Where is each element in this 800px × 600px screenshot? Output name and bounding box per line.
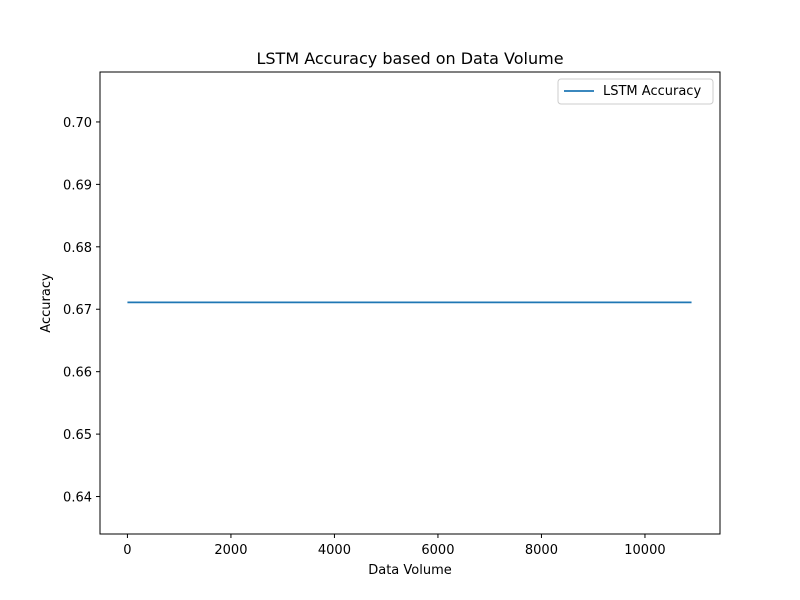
x-tick-label: 8000: [525, 543, 558, 558]
y-axis-ticks: 0.64 0.65 0.66 0.67 0.68 0.69 0.70: [63, 116, 100, 506]
y-tick-label: 0.65: [63, 428, 92, 443]
legend-label: LSTM Accuracy: [603, 84, 701, 99]
y-tick-label: 0.68: [63, 241, 92, 256]
y-tick-label: 0.70: [63, 116, 92, 131]
y-axis-label: Accuracy: [39, 273, 54, 333]
x-tick-label: 4000: [318, 543, 351, 558]
legend: LSTM Accuracy: [557, 78, 714, 105]
x-tick-label: 6000: [421, 543, 454, 558]
x-axis-label: Data Volume: [368, 563, 452, 578]
x-tick-label: 2000: [214, 543, 247, 558]
y-tick-label: 0.67: [63, 303, 92, 318]
x-tick-label: 0: [123, 543, 131, 558]
x-axis-ticks: 0 2000 4000 6000 8000 10000: [123, 534, 666, 558]
y-tick-label: 0.64: [63, 491, 92, 506]
y-tick-label: 0.69: [63, 178, 92, 193]
chart-title: LSTM Accuracy based on Data Volume: [256, 49, 563, 68]
y-tick-label: 0.66: [63, 366, 92, 381]
x-tick-label: 10000: [624, 543, 665, 558]
plot-area-frame: [99, 71, 721, 535]
legend-box: [557, 78, 714, 105]
